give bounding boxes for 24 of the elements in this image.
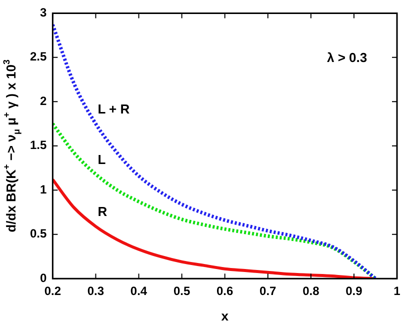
y-tick-label: 1 xyxy=(40,182,47,196)
x-tick-label: 0.6 xyxy=(216,284,234,298)
line-series xyxy=(52,122,378,279)
series-label: R xyxy=(98,204,108,219)
x-tick-label: 0.5 xyxy=(173,284,190,298)
y-tick-label: 2 xyxy=(40,94,47,108)
y-tick-label: 0 xyxy=(40,270,47,285)
x-tick-label: 0.4 xyxy=(130,284,148,298)
x-tick-label: 0.9 xyxy=(346,284,363,298)
x-tick-label: 0.2 xyxy=(44,284,62,298)
series-label: L + R xyxy=(98,101,130,116)
y-tick-label: 2.5 xyxy=(30,50,47,64)
x-tick-label: 0.8 xyxy=(302,284,320,298)
x-tick-label: 1 xyxy=(394,284,401,298)
line-series xyxy=(52,22,378,279)
y-tick-label: 0.5 xyxy=(30,226,47,241)
x-axis-title: x xyxy=(221,308,230,324)
series-label: L xyxy=(98,152,106,167)
y-tick-label: 1.5 xyxy=(30,138,47,152)
annotation: λ > 0.3 xyxy=(327,50,368,65)
x-tick-label: 0.3 xyxy=(87,284,104,298)
x-tick-label: 0.7 xyxy=(260,284,277,298)
y-tick-label: 3 xyxy=(40,6,47,20)
y-axis-title: d/dx BR(K+ −> νμ μ+ γ ) x 103 xyxy=(1,60,22,232)
